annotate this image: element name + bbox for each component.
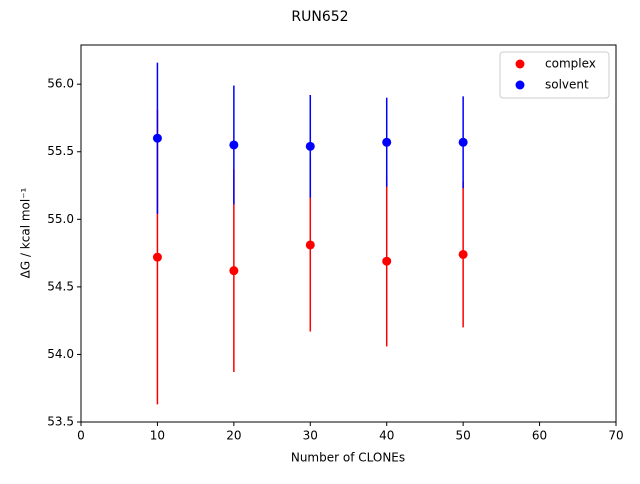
x-tick-label: 20 <box>226 429 241 443</box>
legend-label: solvent <box>545 78 589 92</box>
y-tick-label: 54.0 <box>47 347 74 361</box>
x-tick-label: 60 <box>532 429 547 443</box>
y-tick-label: 55.5 <box>47 144 74 158</box>
point <box>458 249 468 259</box>
legend-marker <box>515 80 525 90</box>
x-tick-label: 40 <box>379 429 394 443</box>
x-tick-label: 0 <box>77 429 85 443</box>
legend-box <box>499 51 610 99</box>
point <box>382 137 392 147</box>
point <box>152 252 162 262</box>
point <box>458 137 468 147</box>
y-tick-label: 53.5 <box>47 415 74 429</box>
point <box>152 133 162 143</box>
axes-frame <box>80 44 617 423</box>
point <box>229 140 239 150</box>
y-tick-label: 55.0 <box>47 212 74 226</box>
x-tick-label: 30 <box>303 429 318 443</box>
chart-title: RUN652 <box>291 9 348 25</box>
point <box>305 141 315 151</box>
y-tick-label: 54.5 <box>47 279 74 293</box>
x-axis-label: Number of CLONEs <box>291 451 405 465</box>
x-tick-label: 50 <box>456 429 471 443</box>
legend-marker <box>515 59 525 69</box>
y-tick-label: 56.0 <box>47 77 74 91</box>
legend-label: complex <box>545 57 596 71</box>
point <box>229 266 239 276</box>
x-tick-label: 70 <box>608 429 623 443</box>
point <box>305 240 315 250</box>
y-axis-label: ΔG / kcal mol⁻¹ <box>19 187 33 278</box>
x-tick-label: 10 <box>150 429 165 443</box>
point <box>382 256 392 266</box>
